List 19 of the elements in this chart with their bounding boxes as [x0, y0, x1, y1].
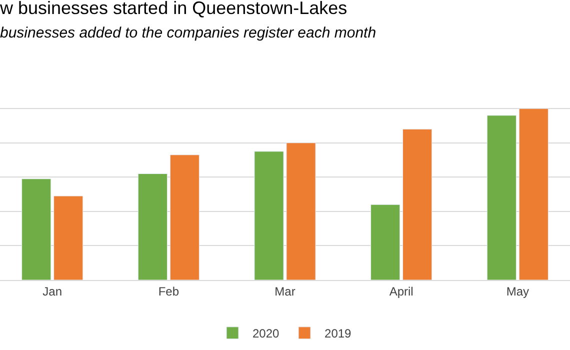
bar: [518, 108, 548, 280]
bar: [370, 204, 400, 280]
bar: [22, 178, 52, 280]
bar: [486, 115, 516, 280]
x-tick-label: April: [389, 284, 414, 298]
chart-title: w businesses started in Queenstown-Lakes: [0, 0, 348, 18]
bar: [54, 196, 84, 280]
bar: [138, 173, 168, 280]
x-tick-label: Feb: [158, 284, 180, 298]
x-tick-label: May: [506, 284, 529, 298]
x-tick-label: Mar: [274, 284, 296, 298]
bar: [254, 151, 284, 280]
legend-label: 2019: [324, 326, 352, 341]
bar: [286, 142, 316, 280]
bar: [402, 128, 432, 280]
x-tick-label: Jan: [42, 284, 62, 298]
bar: [170, 154, 200, 280]
legend-label: 2020: [252, 326, 280, 341]
chart-subtitle: businesses added to the companies register each month: [0, 24, 376, 42]
